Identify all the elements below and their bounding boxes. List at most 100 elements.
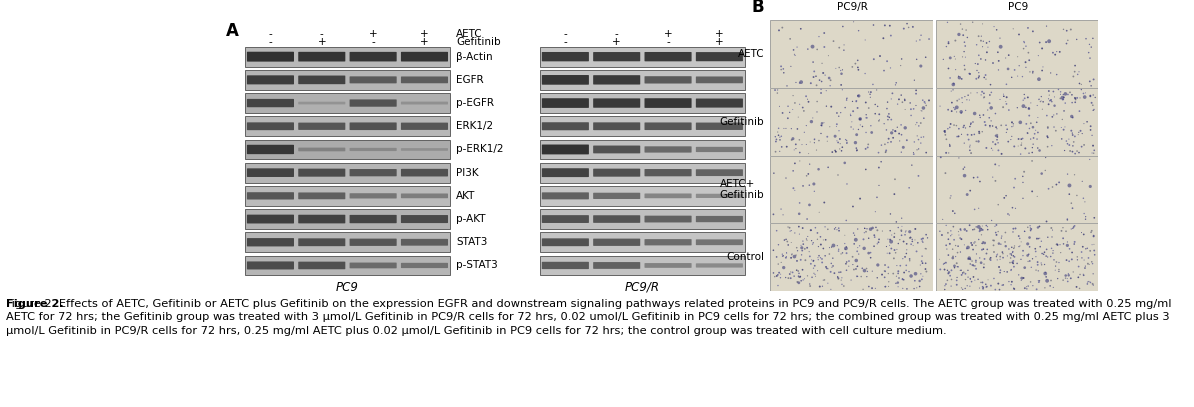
Point	[962, 278, 981, 285]
FancyBboxPatch shape	[247, 52, 294, 61]
Point	[811, 254, 830, 261]
Point	[1041, 253, 1060, 260]
Point	[771, 66, 790, 73]
Point	[887, 262, 906, 269]
Point	[798, 245, 817, 251]
Point	[938, 125, 958, 132]
Point	[1065, 223, 1084, 229]
Bar	[540, 140, 745, 159]
Point	[869, 111, 888, 118]
Point	[1042, 234, 1061, 240]
Point	[1073, 243, 1093, 250]
Point	[861, 249, 880, 256]
Point	[917, 102, 936, 109]
Point	[1076, 263, 1095, 269]
Bar	[245, 93, 450, 113]
Point	[1004, 184, 1023, 191]
Point	[1033, 67, 1052, 74]
FancyBboxPatch shape	[645, 263, 691, 268]
Point	[814, 237, 833, 243]
Point	[967, 75, 986, 82]
Point	[962, 258, 981, 264]
Point	[989, 140, 1008, 146]
Point	[949, 155, 968, 161]
Point	[999, 107, 1018, 113]
Point	[896, 106, 915, 113]
Point	[898, 286, 917, 292]
Point	[955, 66, 974, 73]
Point	[831, 82, 850, 88]
Point	[771, 63, 790, 70]
Point	[965, 263, 984, 269]
Point	[991, 267, 1010, 274]
FancyBboxPatch shape	[542, 52, 589, 61]
Point	[1018, 25, 1038, 31]
Point	[1064, 73, 1083, 80]
Point	[953, 54, 972, 60]
Point	[965, 206, 984, 213]
Point	[1081, 78, 1100, 85]
Point	[1003, 249, 1022, 256]
Point	[1002, 267, 1021, 274]
Point	[829, 172, 848, 178]
Point	[955, 39, 974, 46]
Point	[1066, 99, 1085, 105]
Point	[878, 105, 897, 112]
Point	[941, 193, 960, 199]
Point	[989, 228, 1008, 235]
Point	[961, 256, 980, 263]
Text: -: -	[269, 28, 272, 39]
Point	[912, 236, 931, 242]
Point	[881, 116, 900, 123]
Point	[1030, 243, 1050, 250]
Point	[857, 115, 876, 121]
Point	[1002, 278, 1021, 285]
Point	[911, 107, 930, 114]
Point	[954, 124, 973, 131]
Point	[855, 225, 874, 232]
Point	[899, 24, 918, 31]
Point	[1079, 278, 1098, 285]
FancyBboxPatch shape	[298, 148, 345, 151]
Point	[943, 223, 962, 230]
Point	[980, 38, 999, 45]
Point	[948, 274, 967, 281]
Point	[813, 70, 832, 76]
Point	[781, 228, 800, 234]
Point	[836, 136, 855, 143]
Point	[956, 125, 975, 131]
Point	[795, 276, 814, 282]
Point	[787, 145, 806, 152]
Point	[1014, 173, 1033, 179]
Point	[1083, 142, 1102, 149]
Point	[943, 81, 962, 88]
Point	[862, 129, 881, 136]
Point	[827, 110, 847, 116]
Point	[1053, 94, 1072, 101]
Point	[1018, 130, 1038, 136]
Point	[830, 127, 849, 134]
Point	[1029, 76, 1048, 83]
Point	[765, 274, 784, 280]
Point	[946, 242, 965, 249]
Point	[835, 283, 854, 289]
FancyBboxPatch shape	[645, 52, 691, 61]
Point	[1015, 95, 1034, 102]
Point	[904, 24, 923, 30]
Point	[980, 114, 999, 121]
Point	[952, 236, 971, 243]
Point	[1033, 106, 1052, 112]
Point	[912, 276, 931, 282]
Text: B: B	[751, 0, 764, 16]
Point	[888, 279, 907, 286]
Point	[837, 244, 856, 250]
Point	[782, 252, 801, 258]
Point	[892, 223, 911, 230]
Point	[1057, 40, 1076, 47]
Point	[843, 63, 862, 70]
Point	[767, 228, 786, 234]
Point	[1023, 256, 1042, 262]
FancyBboxPatch shape	[645, 169, 691, 176]
Point	[1036, 269, 1055, 276]
Point	[972, 240, 991, 247]
